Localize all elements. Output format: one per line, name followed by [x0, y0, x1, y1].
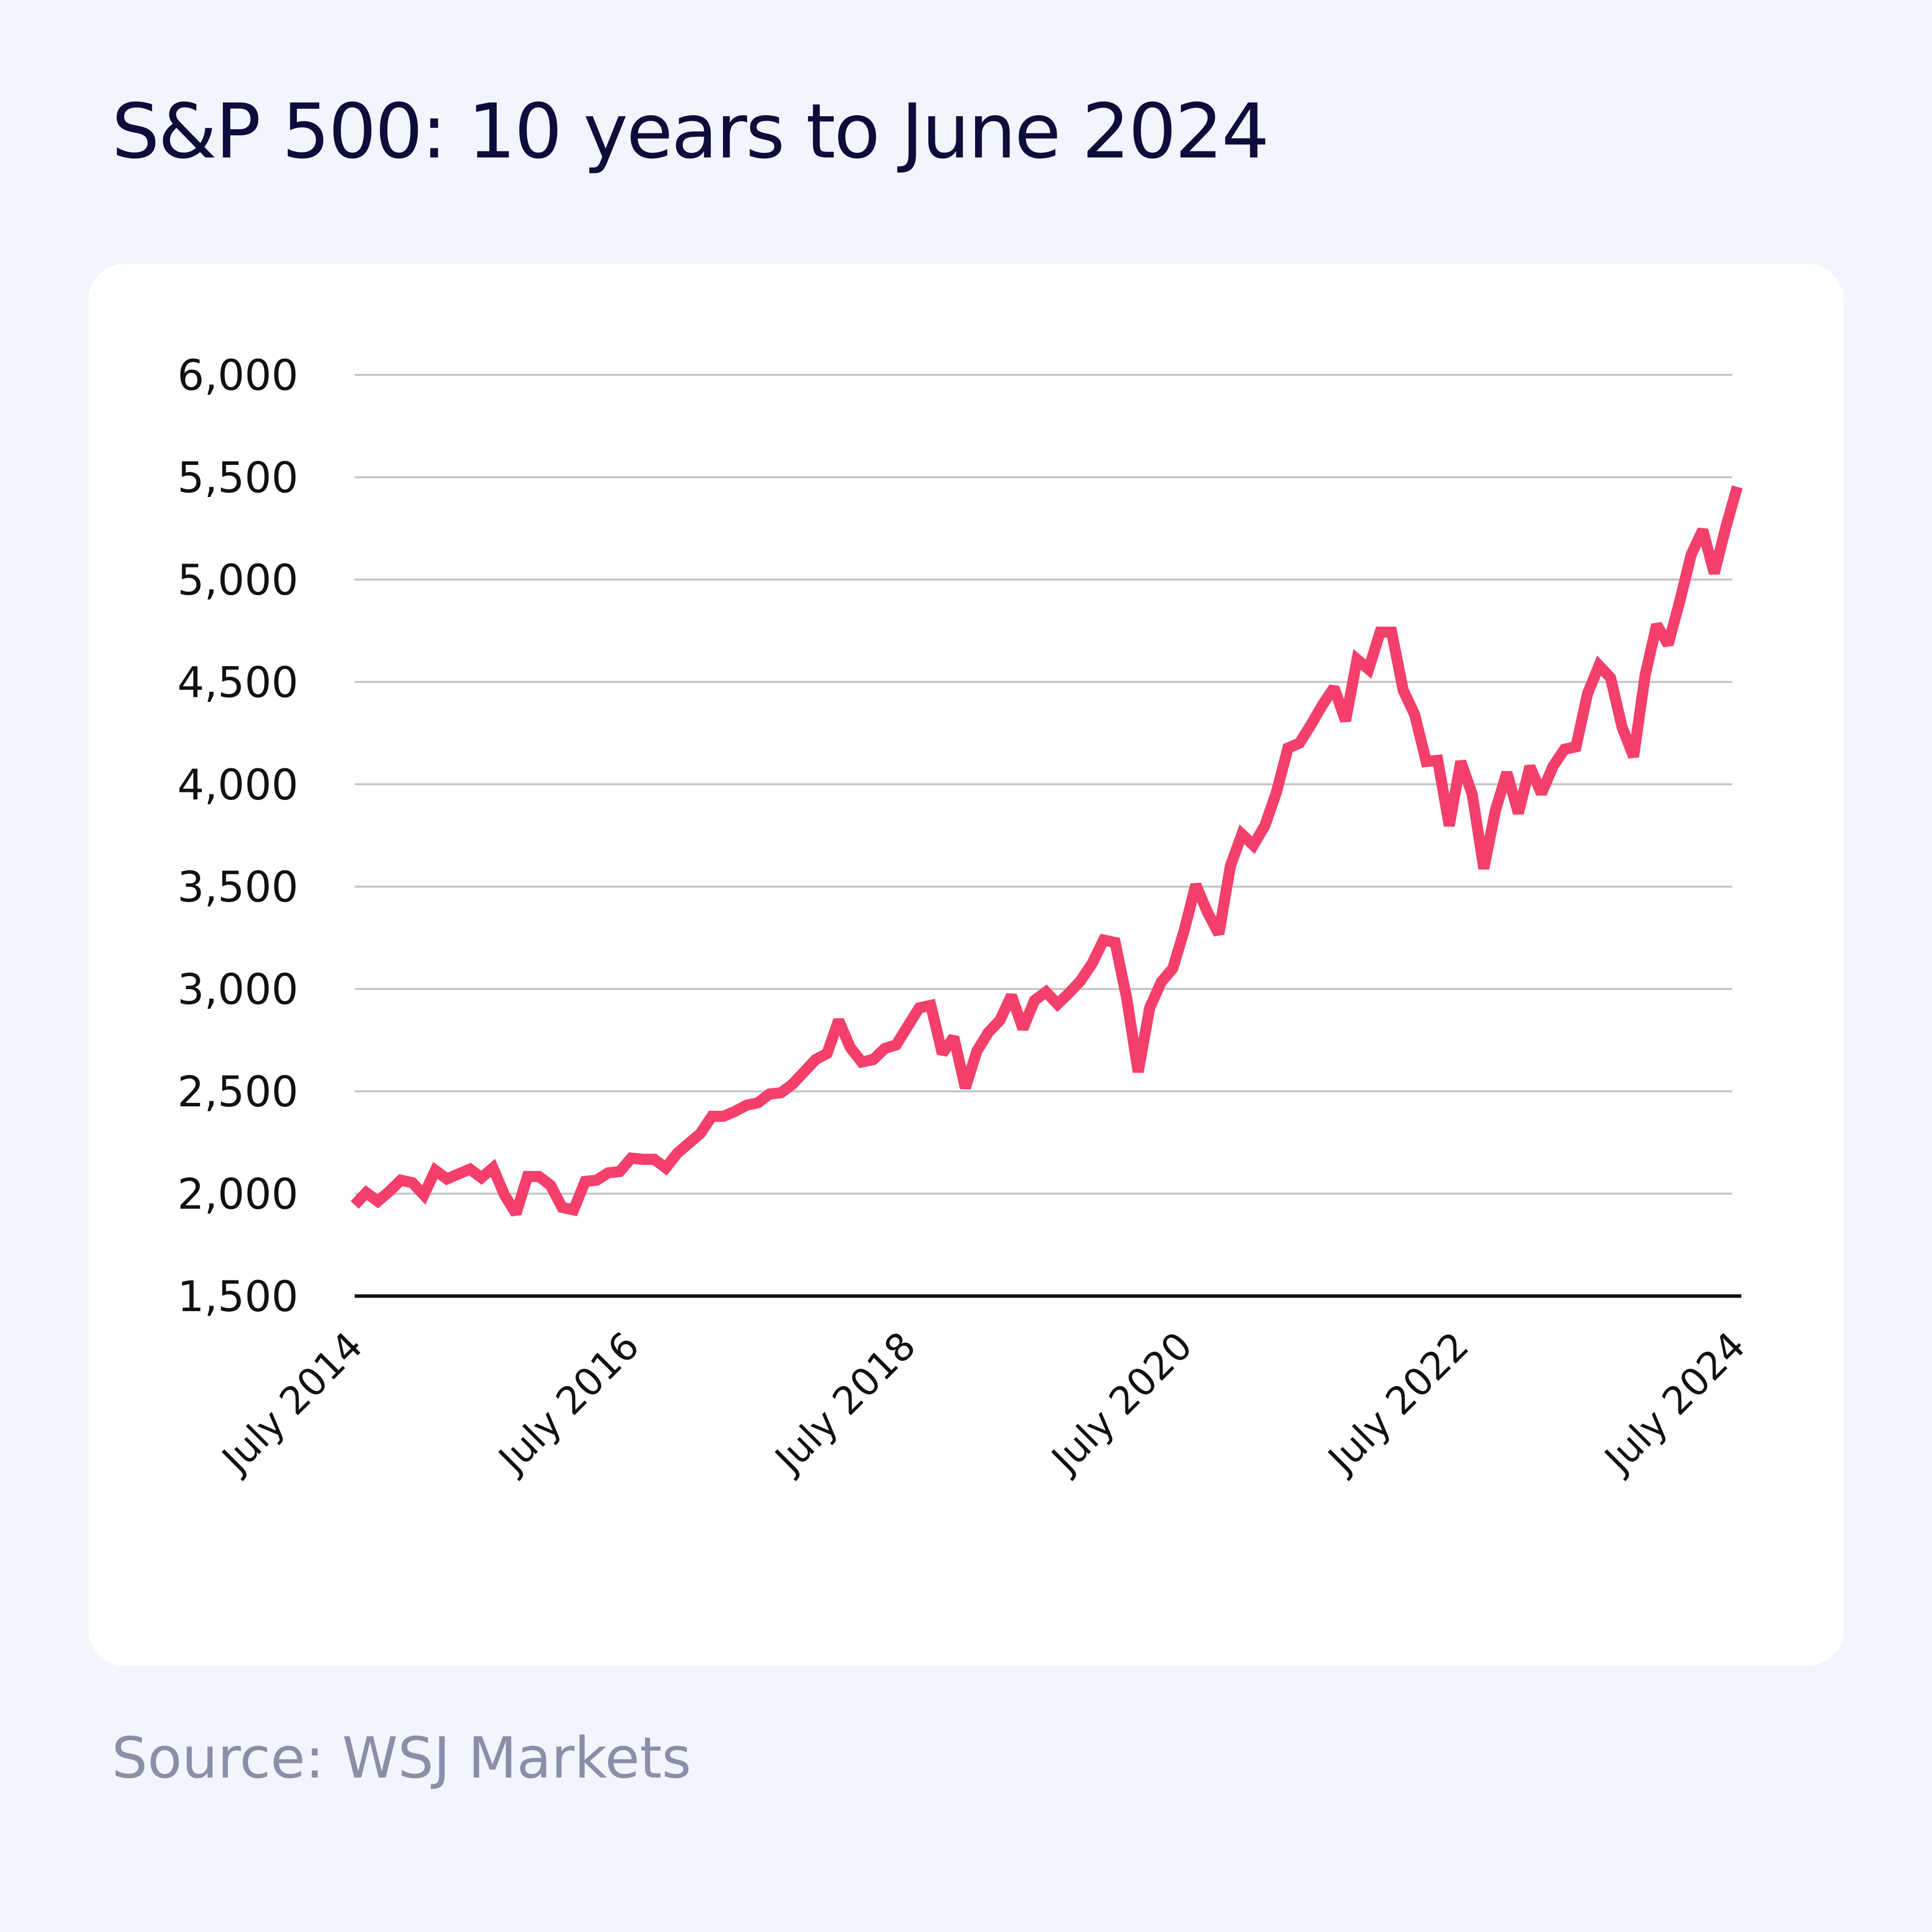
series-line: [350, 485, 1743, 1217]
y-tick-label: 5,000: [178, 555, 298, 605]
y-tick-label: 3,500: [178, 862, 298, 912]
x-tick-label: July 2018: [765, 1323, 924, 1482]
x-tick-label: July 2014: [212, 1323, 371, 1482]
y-tick-label: 2,500: [178, 1067, 298, 1116]
gridlines: [355, 374, 1741, 1298]
chart-card: [89, 264, 1843, 1666]
series: [350, 485, 1743, 1217]
x-axis-ticks: July 2014 July 2016 July 2018 July 2020 July…: [212, 1323, 1753, 1482]
y-tick-label: 5,500: [178, 453, 298, 502]
x-tick-label: July 2022: [1318, 1323, 1477, 1482]
y-axis-ticks: 1,500 2,000 2,500 3,000 3,500 4,000 4,500 5,000…: [178, 351, 298, 1321]
y-tick-label: 4,000: [178, 760, 298, 810]
x-tick-label: July 2024: [1594, 1323, 1753, 1482]
y-tick-label: 6,000: [178, 351, 298, 400]
y-tick-label: 1,500: [178, 1272, 298, 1321]
y-tick-label: 3,000: [178, 965, 298, 1014]
chart-title: S&P 500: 10 years to June 2024: [112, 88, 1269, 176]
y-tick-label: 4,500: [178, 658, 298, 707]
source-note: Source: WSJ Markets: [112, 1726, 691, 1791]
x-tick-label: July 2016: [489, 1323, 648, 1482]
x-tick-label: July 2020: [1041, 1323, 1200, 1482]
y-tick-label: 2,000: [178, 1170, 298, 1219]
